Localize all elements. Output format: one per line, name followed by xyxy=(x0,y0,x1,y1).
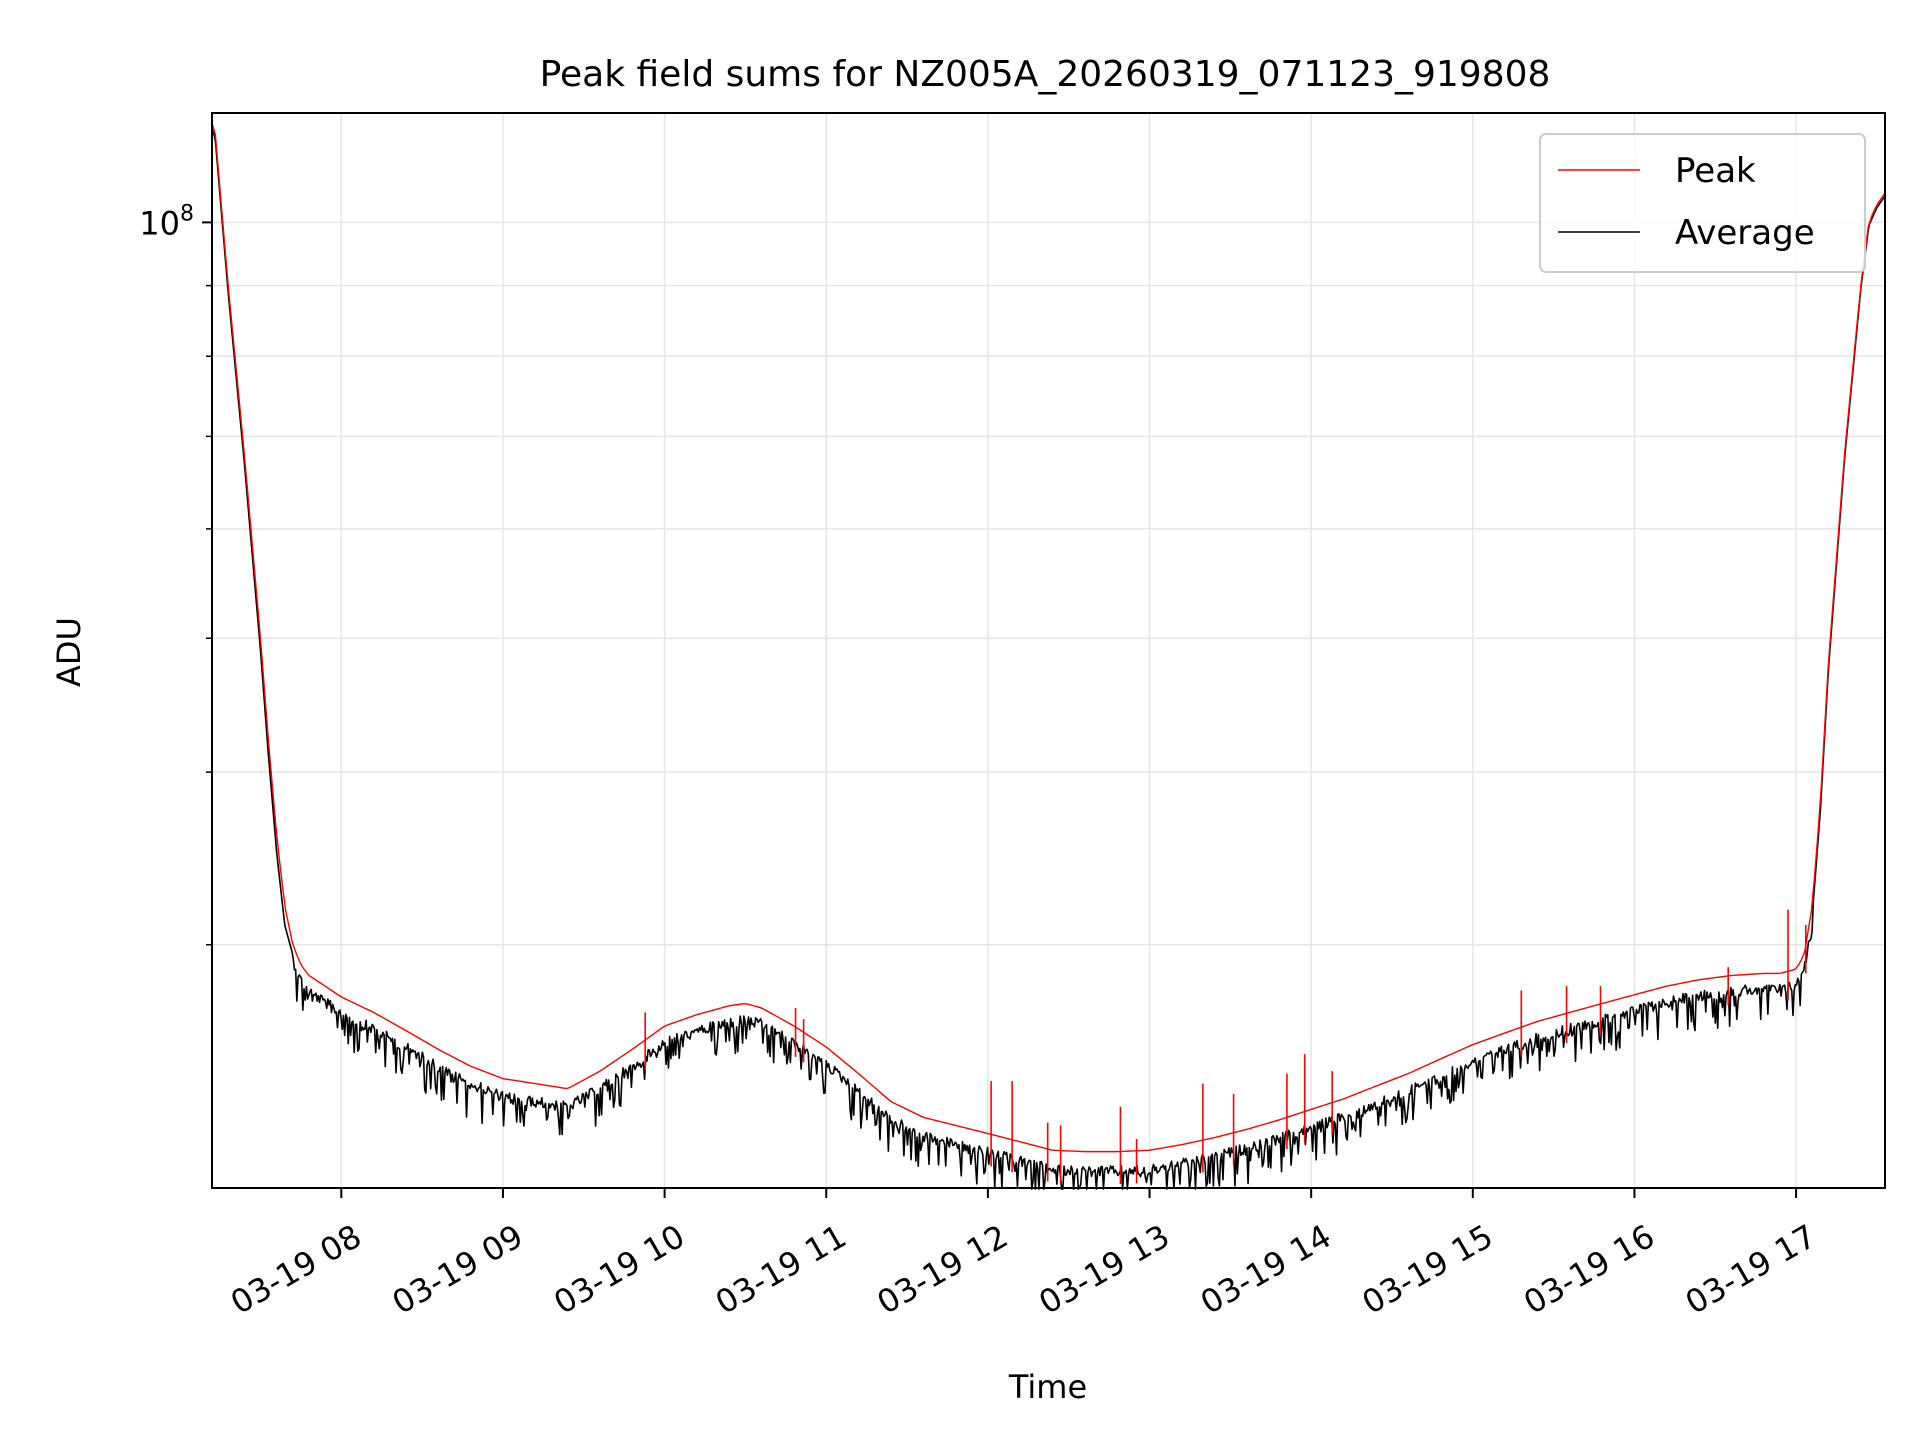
plot-frame xyxy=(211,112,1886,1189)
average-line xyxy=(211,127,1886,1190)
peak-series xyxy=(211,122,1886,1185)
legend: Peak Average xyxy=(1539,133,1866,273)
legend-average-label: Average xyxy=(1675,213,1815,253)
legend-box xyxy=(1539,133,1866,273)
peak-line xyxy=(211,122,1886,1153)
legend-peak-label: Peak xyxy=(1675,151,1756,191)
chart-title: Peak field sums for NZ005A_20260319_0711… xyxy=(540,54,1551,95)
y-tick-label: 108 xyxy=(139,201,194,242)
average-series xyxy=(211,127,1886,1190)
grid xyxy=(212,113,1885,1188)
y-axis: 108 xyxy=(139,201,212,946)
y-axis-label: ADU xyxy=(50,617,88,687)
x-axis-label: Time xyxy=(1008,1368,1087,1406)
